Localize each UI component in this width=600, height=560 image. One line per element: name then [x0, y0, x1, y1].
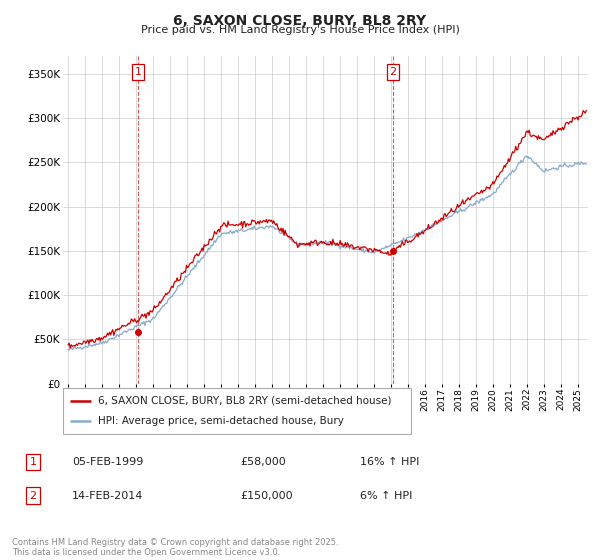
Text: £150,000: £150,000 [240, 491, 293, 501]
Text: 6, SAXON CLOSE, BURY, BL8 2RY (semi-detached house): 6, SAXON CLOSE, BURY, BL8 2RY (semi-deta… [98, 396, 391, 406]
Text: Price paid vs. HM Land Registry's House Price Index (HPI): Price paid vs. HM Land Registry's House … [140, 25, 460, 35]
Text: 14-FEB-2014: 14-FEB-2014 [72, 491, 143, 501]
Text: 6, SAXON CLOSE, BURY, BL8 2RY: 6, SAXON CLOSE, BURY, BL8 2RY [173, 14, 427, 28]
Text: £58,000: £58,000 [240, 457, 286, 467]
Text: 05-FEB-1999: 05-FEB-1999 [72, 457, 143, 467]
Text: 2: 2 [389, 67, 397, 77]
Text: 16% ↑ HPI: 16% ↑ HPI [360, 457, 419, 467]
Text: 1: 1 [29, 457, 37, 467]
Text: 1: 1 [134, 67, 142, 77]
Text: Contains HM Land Registry data © Crown copyright and database right 2025.
This d: Contains HM Land Registry data © Crown c… [12, 538, 338, 557]
Text: 6% ↑ HPI: 6% ↑ HPI [360, 491, 412, 501]
Text: 2: 2 [29, 491, 37, 501]
Text: HPI: Average price, semi-detached house, Bury: HPI: Average price, semi-detached house,… [98, 416, 344, 426]
